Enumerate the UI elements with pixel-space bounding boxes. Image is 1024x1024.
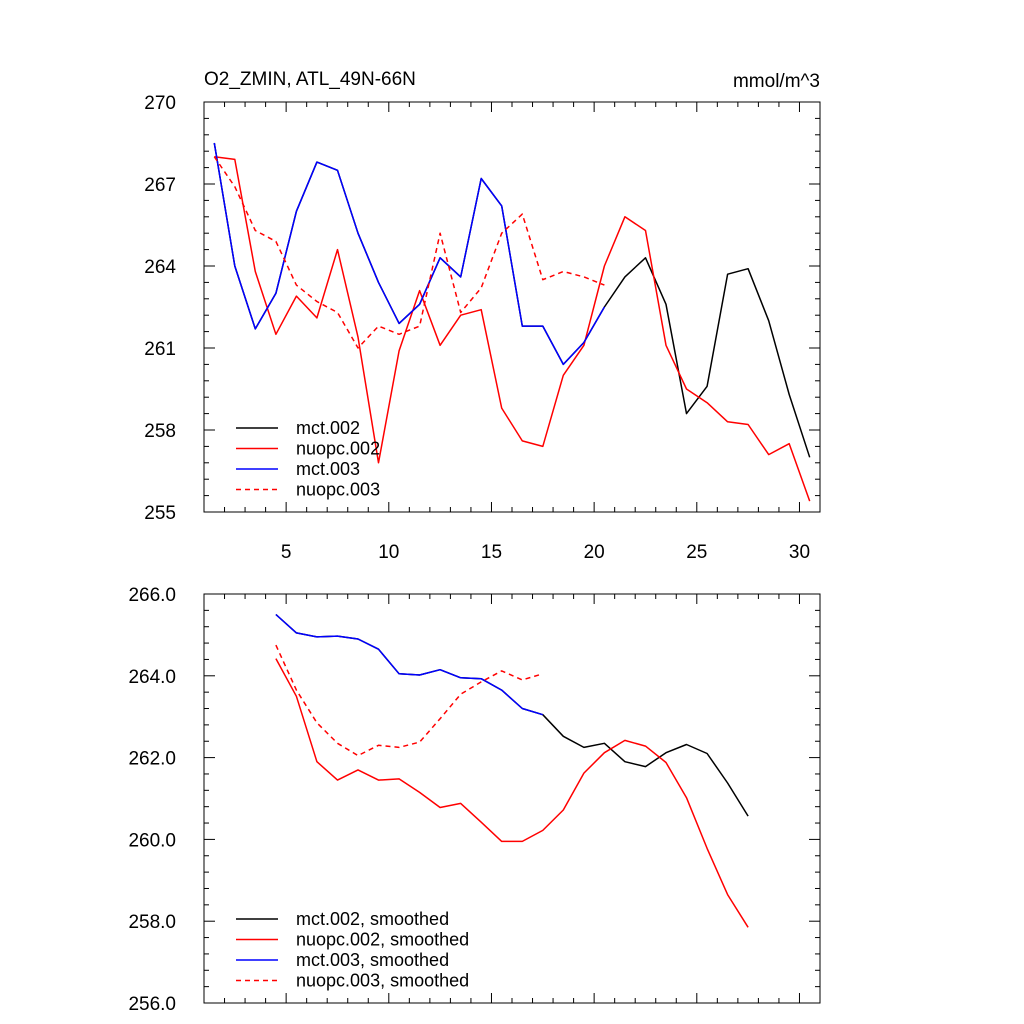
y-tick-label: 262.0: [128, 749, 176, 770]
bottom-panel: 256.0 258.0 260.0 262.0 264.0 266.0 mct.002, s…: [128, 585, 821, 1015]
chart-title: O2_ZMIN, ATL_49N-66N: [204, 69, 416, 90]
legend-label: nuopc.002: [296, 439, 380, 459]
series-line-mct-003: [213, 142, 606, 366]
series-line-mct-002: [213, 142, 811, 458]
x-tick-label: 5: [281, 542, 292, 563]
y-tick-label: 264: [144, 257, 176, 278]
x-tick-label: 10: [378, 542, 399, 563]
series-line-mct-003-smoothed: [275, 613, 544, 716]
series-line-mct-002-smoothed: [275, 613, 749, 817]
legend-label: nuopc.003: [296, 480, 380, 500]
legend-label: nuopc.002, smoothed: [296, 930, 469, 950]
legend-label: mct.002: [296, 418, 360, 438]
series-line-nuopc-003-smoothed: [275, 644, 544, 757]
series-line-nuopc-003: [213, 156, 605, 349]
y-tick-label: 261: [144, 339, 176, 360]
x-tick-label: 30: [789, 542, 810, 563]
legend-label: mct.003: [296, 459, 360, 479]
series-line-nuopc-002-smoothed: [275, 658, 749, 928]
top-panel: O2_ZMIN, ATL_49N-66N mmol/m^3 5 10 15 20 25 3…: [144, 69, 821, 563]
legend-label: nuopc.003, smoothed: [296, 971, 469, 991]
y-tick-label: 255: [144, 503, 176, 524]
legend-label: mct.003, smoothed: [296, 950, 449, 970]
y-tick-label: 264.0: [128, 667, 176, 688]
series-line-nuopc-002: [214, 155, 811, 502]
y-tick-label: 256.0: [128, 994, 176, 1015]
y-tick-label: 258.0: [128, 912, 176, 933]
y-tick-label: 258: [144, 421, 176, 442]
y-tick-label: 266.0: [128, 585, 176, 606]
legend-label: mct.002, smoothed: [296, 909, 449, 929]
y-tick-label: 270: [144, 93, 176, 114]
y-tick-label: 260.0: [128, 830, 176, 851]
x-tick-label: 25: [686, 542, 707, 563]
y-tick-label: 267: [144, 175, 176, 196]
chart-units: mmol/m^3: [733, 71, 820, 92]
x-tick-label: 15: [481, 542, 502, 563]
x-tick-label: 20: [584, 542, 605, 563]
